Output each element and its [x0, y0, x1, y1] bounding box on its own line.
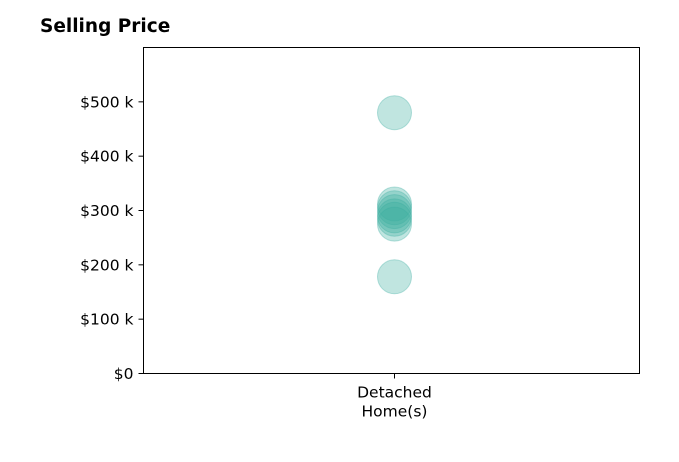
- x-tick-label: Detached Home(s): [357, 384, 432, 421]
- data-point: [377, 95, 412, 131]
- y-tick-label: $500 k: [80, 93, 133, 111]
- y-axis: $0 $100 k $200 k $300 k $400 k $500 k: [80, 93, 144, 383]
- data-point: [377, 190, 412, 226]
- data-point: [377, 198, 412, 234]
- data-points: [377, 95, 412, 295]
- data-point: [377, 186, 412, 222]
- data-point: [377, 206, 412, 242]
- x-axis: Detached Home(s): [357, 373, 432, 421]
- chart-title: Selling Price: [40, 16, 171, 37]
- y-tick-label: $0: [114, 365, 134, 383]
- y-tick-label: $400 k: [80, 148, 133, 166]
- data-point: [377, 194, 412, 230]
- data-point: [377, 259, 412, 295]
- y-tick-label: $300 k: [80, 202, 133, 220]
- data-point: [377, 201, 412, 237]
- y-tick-label: $200 k: [80, 256, 133, 274]
- plot-frame: [143, 47, 640, 374]
- y-tick-label: $100 k: [80, 311, 133, 329]
